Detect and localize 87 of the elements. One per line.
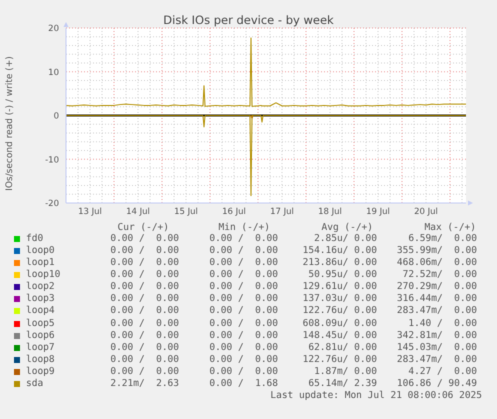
legend-label: fd0	[26, 233, 44, 246]
text: 0.00 / 0.00	[209, 281, 278, 294]
legend-label: loop3	[26, 293, 55, 306]
text: 4.27 / 0.00	[408, 366, 477, 378]
text: Last update: Mon Jul 21 08:00:06 2025	[270, 390, 482, 402]
text: 0.00 / 0.00	[110, 305, 179, 318]
text: 106.86 / 90.49	[396, 378, 477, 390]
text: 0.00 / 0.00	[110, 318, 179, 330]
text: 0.00 / 0.00	[209, 245, 278, 258]
text: Min (-/+)	[218, 222, 270, 234]
text: 0.00 / 0.00	[110, 366, 179, 378]
text: 0.00 / 0.00	[110, 330, 179, 342]
y-tick-label: 0	[54, 112, 59, 122]
text: 129.61u/ 0.00	[302, 281, 377, 294]
x-tick-label: 14 Jul	[126, 207, 150, 218]
text: 122.76u/ 0.00	[302, 354, 377, 366]
x-tick-label: 15 Jul	[174, 207, 198, 218]
x-tick-label: 19 Jul	[366, 207, 390, 218]
text: 213.86u/ 0.00	[302, 257, 377, 270]
line-series	[66, 38, 466, 107]
text: 283.47m/ 0.00	[396, 354, 477, 366]
legend-label: loop5	[26, 318, 55, 330]
text: 6.59m/ 0.00	[408, 233, 477, 246]
text: 0.00 / 0.00	[110, 257, 179, 270]
x-tick-label: 16 Jul	[222, 207, 246, 218]
text: 316.44m/ 0.00	[396, 293, 477, 306]
chart-title: Disk IOs per device - by week	[163, 13, 334, 27]
text: 468.06m/ 0.00	[396, 257, 477, 270]
text: 0.00 / 0.00	[110, 281, 179, 294]
legend-label: loop4	[26, 305, 55, 318]
legend-label: loop7	[26, 342, 55, 354]
x-tick-label: 17 Jul	[270, 207, 294, 218]
text: 145.03m/ 0.00	[396, 342, 477, 354]
x-tick-label: 20 Jul	[414, 207, 438, 218]
text: 137.03u/ 0.00	[302, 293, 377, 306]
legend-label: sda	[26, 378, 44, 390]
text: 1.87m/ 0.00	[314, 366, 377, 378]
text: 0.00 / 0.00	[110, 233, 179, 246]
text: Cur (-/+)	[118, 222, 169, 234]
text: 0.00 / 0.00	[209, 342, 278, 354]
text: 72.52m/ 0.00	[402, 269, 477, 282]
text: 355.99m/ 0.00	[396, 245, 477, 258]
legend-label: loop10	[26, 269, 60, 282]
text: 0.00 / 0.00	[209, 305, 278, 318]
text: 0.00 / 0.00	[209, 293, 278, 306]
y-tick-label: -10	[45, 155, 59, 166]
text: 122.76u/ 0.00	[302, 305, 377, 318]
text: 0.00 / 0.00	[209, 366, 278, 378]
text: 2.85u/ 0.00	[314, 233, 377, 246]
text: 148.45u/ 0.00	[302, 330, 377, 342]
text: 0.00 / 0.00	[209, 354, 278, 366]
text: 65.14m/ 2.39	[308, 378, 377, 390]
text: 270.29m/ 0.00	[396, 281, 477, 294]
x-tick-label: 18 Jul	[318, 207, 342, 218]
legend-label: loop1	[26, 257, 55, 270]
text: 0.00 / 0.00	[209, 330, 278, 342]
text: 0.00 / 0.00	[110, 245, 179, 258]
text: 283.47m/ 0.00	[396, 305, 477, 318]
text: 0.00 / 0.00	[110, 354, 179, 366]
text: 0.00 / 0.00	[110, 342, 179, 354]
text: Max (-/+)	[424, 222, 476, 234]
text: 50.95u/ 0.00	[308, 269, 377, 282]
text: 0.00 / 0.00	[110, 269, 179, 282]
text: 608.09u/ 0.00	[302, 318, 377, 330]
y-tick-label: 10	[48, 68, 59, 78]
text: 0.00 / 1.68	[209, 378, 278, 390]
text: 0.00 / 0.00	[209, 257, 278, 270]
text: 2.21m/ 2.63	[110, 378, 179, 390]
text: Avg (-/+)	[322, 222, 373, 234]
line-series	[66, 115, 466, 196]
text: 1.40 / 0.00	[408, 318, 477, 330]
y-tick-label: -20	[45, 199, 59, 210]
y-tick-label: 20	[48, 24, 59, 34]
text: 342.81m/ 0.00	[396, 330, 477, 342]
legend-label: loop2	[26, 281, 55, 294]
text: 154.16u/ 0.00	[302, 245, 377, 258]
legend-label: loop8	[26, 354, 55, 366]
text: 0.00 / 0.00	[209, 233, 278, 246]
legend-label: loop0	[26, 245, 55, 258]
legend-label: loop9	[26, 366, 55, 378]
text: 0.00 / 0.00	[110, 293, 179, 306]
y-axis-title: IOs/second read (-) / write (+)	[5, 56, 15, 191]
text: 62.81u/ 0.00	[308, 342, 377, 354]
text: 0.00 / 0.00	[209, 318, 278, 330]
text: 0.00 / 0.00	[209, 269, 278, 282]
x-tick-label: 13 Jul	[78, 207, 102, 218]
legend-label: loop6	[26, 330, 55, 342]
